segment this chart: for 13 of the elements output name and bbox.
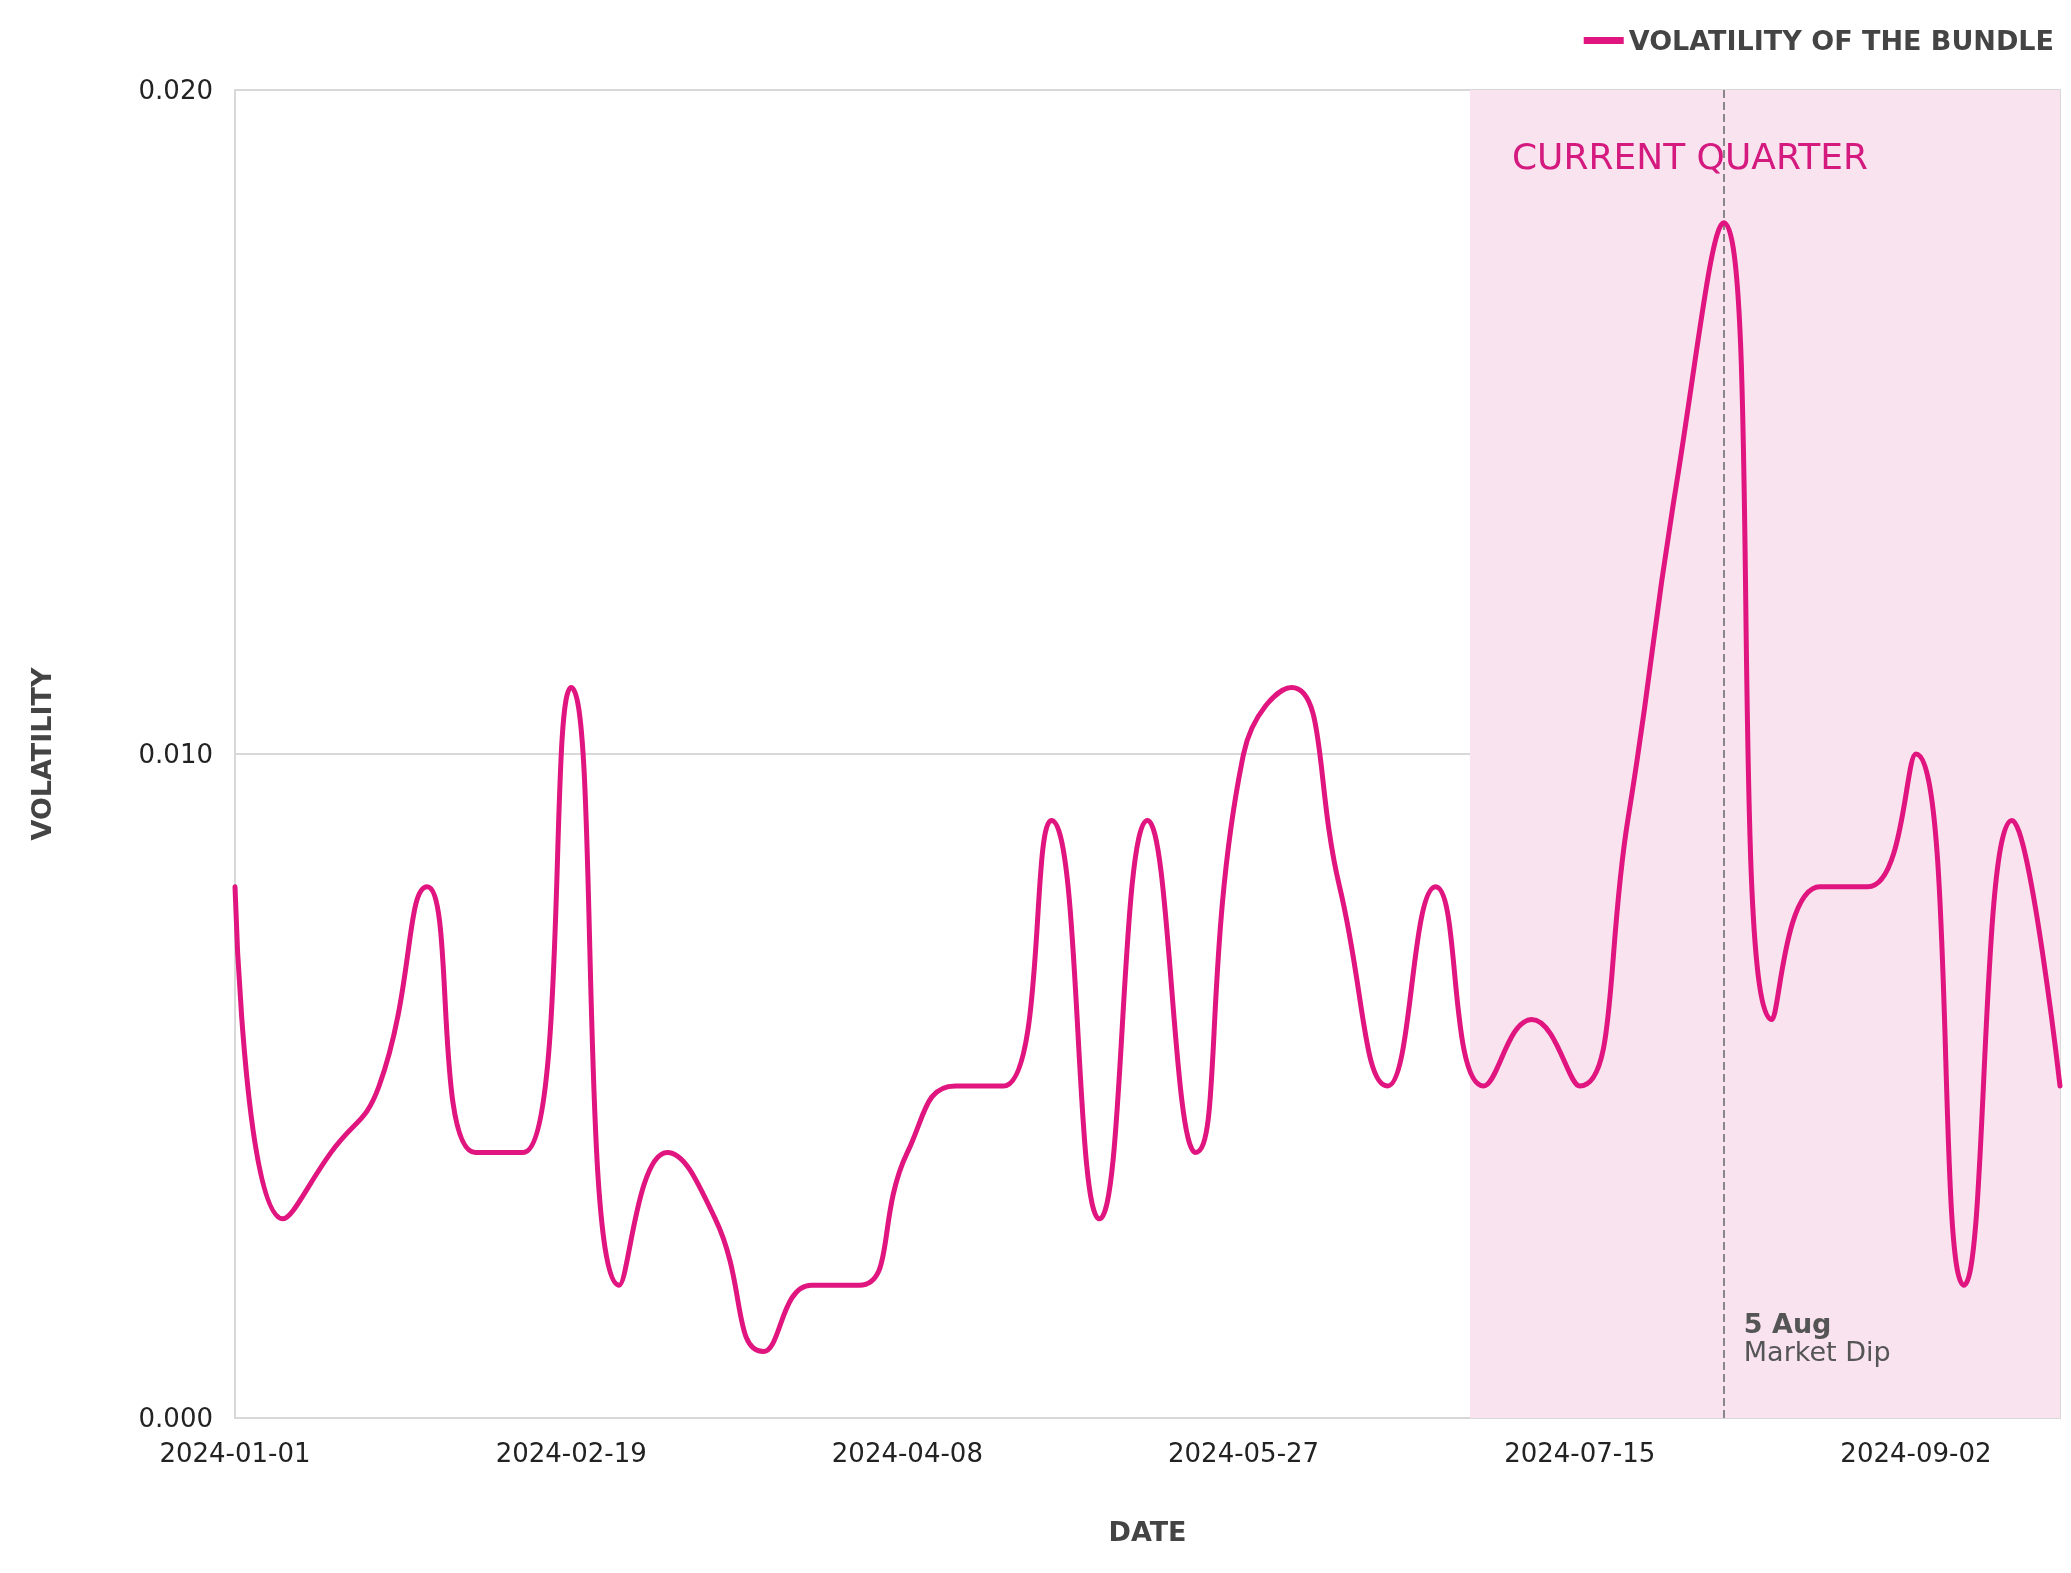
x-tick-label: 2024-02-19 <box>495 1438 647 1468</box>
x-axis-title: DATE <box>1108 1516 1187 1547</box>
x-tick-label: 2024-05-27 <box>1168 1438 1320 1468</box>
x-tick-label: 2024-01-01 <box>159 1438 311 1468</box>
band-label: CURRENT QUARTER <box>1511 135 1869 177</box>
x-tick-label: 2024-04-08 <box>831 1438 983 1468</box>
y-tick-label: 0.000 <box>138 1403 213 1433</box>
y-tick-label: 0.010 <box>138 739 213 769</box>
y-axis-title: VOLATILITY <box>26 667 57 841</box>
legend-label: VOLATILITY OF THE BUNDLE <box>1628 25 2054 56</box>
x-tick-label: 2024-09-02 <box>1840 1438 1992 1468</box>
y-tick-label: 0.020 <box>138 75 213 105</box>
x-tick-label: 2024-07-15 <box>1504 1438 1656 1468</box>
